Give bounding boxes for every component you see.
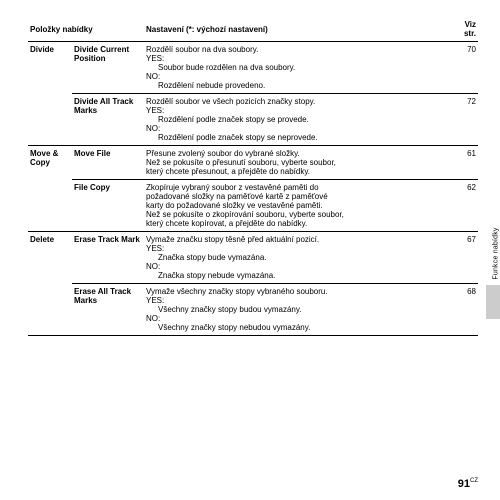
description-line: YES: xyxy=(146,106,448,115)
description-line: karty do požadované složky ve vestavěné … xyxy=(146,201,448,210)
page-number-suffix: CZ xyxy=(470,478,478,484)
item-cell: File Copy xyxy=(72,180,144,232)
item-cell: Erase All Track Marks xyxy=(72,284,144,336)
description-cell: Vymaže značku stopy těsně před aktuální … xyxy=(144,232,450,284)
table-row: Move & CopyMove FilePřesune zvolený soub… xyxy=(28,146,478,180)
description-line: Vymaže všechny značky stopy vybraného so… xyxy=(146,287,448,296)
description-cell: Rozdělí soubor ve všech pozicích značky … xyxy=(144,94,450,146)
settings-table: Položky nabídky Nastavení (*: výchozí na… xyxy=(28,18,478,336)
table-row: Erase All Track MarksVymaže všechny znač… xyxy=(28,284,478,336)
description-line: YES: xyxy=(146,296,448,305)
description-line: Značka stopy nebude vymazána. xyxy=(158,271,448,280)
page-ref-cell: 70 xyxy=(450,42,478,94)
table-row: Divide All Track MarksRozdělí soubor ve … xyxy=(28,94,478,146)
description-line: který chcete kopírovat, a přejděte do na… xyxy=(146,219,448,228)
description-line: Rozdělí soubor na dva soubory. xyxy=(146,45,448,54)
description-line: NO: xyxy=(146,262,448,271)
description-line: Než se pokusíte o zkopírování souboru, v… xyxy=(146,210,448,219)
header-settings: Nastavení (*: výchozí nastavení) xyxy=(144,18,450,42)
category-cell: Delete xyxy=(28,232,72,284)
table-row: DivideDivide Current PositionRozdělí sou… xyxy=(28,42,478,94)
description-line: Zkopíruje vybraný soubor z vestavěné pam… xyxy=(146,183,448,192)
side-section-label: Funkce nabídky xyxy=(493,227,500,279)
description-cell: Rozdělí soubor na dva soubory.YES:Soubor… xyxy=(144,42,450,94)
table-header-row: Položky nabídky Nastavení (*: výchozí na… xyxy=(28,18,478,42)
description-line: Všechny značky stopy nebudou vymazány. xyxy=(158,323,448,332)
description-line: Vymaže značku stopy těsně před aktuální … xyxy=(146,235,448,244)
item-cell: Move File xyxy=(72,146,144,180)
category-cell: Move & Copy xyxy=(28,146,72,180)
category-cell xyxy=(28,94,72,146)
description-line: Rozdělí soubor ve všech pozicích značky … xyxy=(146,97,448,106)
description-line: Soubor bude rozdělen na dva soubory. xyxy=(158,63,448,72)
page-ref-cell: 72 xyxy=(450,94,478,146)
category-cell xyxy=(28,284,72,336)
category-cell xyxy=(28,180,72,232)
table-row: DeleteErase Track MarkVymaže značku stop… xyxy=(28,232,478,284)
description-line: NO: xyxy=(146,72,448,81)
page-ref-cell: 67 xyxy=(450,232,478,284)
description-line: Rozdělení nebude provedeno. xyxy=(158,81,448,90)
description-line: NO: xyxy=(146,314,448,323)
category-cell: Divide xyxy=(28,42,72,94)
description-cell: Přesune zvolený soubor do vybrané složky… xyxy=(144,146,450,180)
item-cell: Erase Track Mark xyxy=(72,232,144,284)
description-line: YES: xyxy=(146,54,448,63)
description-line: Rozdělení podle značek stopy se provede. xyxy=(158,115,448,124)
description-cell: Vymaže všechny značky stopy vybraného so… xyxy=(144,284,450,336)
page-ref-cell: 62 xyxy=(450,180,478,232)
description-line: Rozdělení podle značek stopy se neproved… xyxy=(158,133,448,142)
page-ref-cell: 61 xyxy=(450,146,478,180)
page-number: 91CZ xyxy=(458,478,478,490)
description-line: Všechny značky stopy budou vymazány. xyxy=(158,305,448,314)
item-cell: Divide Current Position xyxy=(72,42,144,94)
description-line: Než se pokusíte o přesunutí souboru, vyb… xyxy=(146,158,448,167)
description-line: požadované složky na paměťové kartě z pa… xyxy=(146,192,448,201)
description-cell: Zkopíruje vybraný soubor z vestavěné pam… xyxy=(144,180,450,232)
description-line: Značka stopy bude vymazána. xyxy=(158,253,448,262)
page-ref-cell: 68 xyxy=(450,284,478,336)
description-line: který chcete přesunout, a přejděte do na… xyxy=(146,167,448,176)
description-line: YES: xyxy=(146,244,448,253)
header-page: Viz str. xyxy=(450,18,478,42)
table-row: File CopyZkopíruje vybraný soubor z vest… xyxy=(28,180,478,232)
page-number-value: 91 xyxy=(458,478,470,490)
description-line: NO: xyxy=(146,124,448,133)
side-thumb-tab xyxy=(486,285,500,319)
item-cell: Divide All Track Marks xyxy=(72,94,144,146)
header-items: Položky nabídky xyxy=(28,18,144,42)
description-line: Přesune zvolený soubor do vybrané složky… xyxy=(146,149,448,158)
